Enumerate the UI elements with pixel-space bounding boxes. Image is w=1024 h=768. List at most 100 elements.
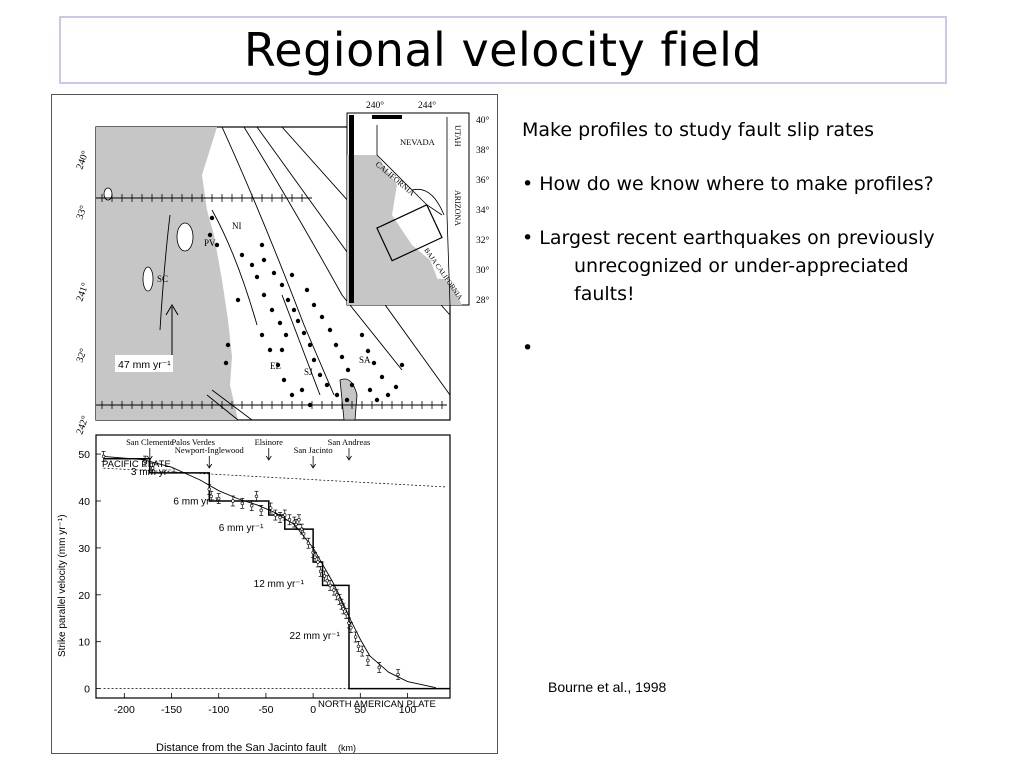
gps-station [345,367,351,373]
fault-marker-head [206,463,213,469]
observation-point [150,466,155,470]
lat-label-32: 32° [74,347,89,364]
observation-point [143,459,147,463]
smooth-model-line [103,455,436,689]
inset-state-arizona: ARIZONA [453,190,462,226]
gps-station [327,327,333,333]
gps-station [249,262,255,268]
gps-station [371,360,377,366]
inset-lat-label: 36° [476,175,490,186]
observation-point [283,513,287,517]
observation-point [328,583,332,588]
inset-gulf [427,278,462,305]
figure-svg: 47 mm yr⁻¹ NI PV SC EL SJ SA 240° 33° 24… [57,100,490,754]
observation-point [231,499,235,503]
bullet-empty: • [522,337,534,359]
gps-station [285,297,291,303]
rate-label: 6 mm yr⁻¹ [173,497,218,508]
fault-label: San Jacinto [294,445,333,455]
fault-line [243,126,403,371]
bullet-list: Make profiles to study fault slip rates … [522,116,1002,362]
fault-line [281,294,321,396]
y-tick-label: 30 [78,543,90,555]
gps-station [283,332,289,338]
inset-ocean [347,155,450,305]
fault-line [221,126,335,396]
bullet-earthquakes-cont: unrecognized or under-appreciated [574,255,909,277]
gps-station [349,382,355,388]
gps-station [207,232,213,238]
plate-label-pacific: PACIFIC PLATE [102,459,171,470]
gps-station [333,342,339,348]
fault-line [211,209,258,326]
gps-station [307,342,313,348]
inset-lon-244: 244° [418,100,436,111]
observation-point [316,560,320,564]
gps-station [259,242,265,248]
gps-station [239,252,245,258]
lon-label-242: 242° [74,414,91,436]
gps-stations [207,215,405,408]
fault-label: Elsinore [255,437,284,447]
plate-label-north-american: NORTH AMERICAN PLATE [318,699,436,710]
rate-label: 12 mm yr⁻¹ [254,579,305,590]
inset-lat-label: 30° [476,265,490,276]
x-tick-label: -150 [161,704,182,716]
inset-lat-label: 34° [476,205,490,216]
bullet-intro: Make profiles to study fault slip rates [522,119,875,141]
fault-label: Palos Verdes [171,437,215,447]
inset-state-nevada: NEVADA [400,137,436,147]
gps-station [291,307,297,313]
y-tick-label: 0 [84,684,90,696]
observation-point [278,515,282,520]
island [176,222,194,252]
inset-lat-label: 32° [476,235,490,246]
ocean-area [96,127,238,420]
gps-station [289,272,295,278]
inset-panel: NEVADA UTAH CALIFORNIA ARIZONA BAJA CALI… [346,100,490,306]
chart-marks: 3 mm yr⁻¹ 6 mm yr⁻¹ 6 mm yr⁻¹ 12 mm yr⁻¹ 22 … [101,451,450,690]
observation-point [254,494,259,498]
gps-station [385,392,391,398]
inset-border [376,125,443,216]
island [142,266,154,292]
fault-marker-head [310,463,316,469]
gps-station [261,257,267,263]
inset-lat-labels: 40° 38° 36° 34° 32° 30° 28° [476,115,490,306]
gps-station [374,397,380,403]
y-tick-label: 50 [78,449,90,461]
gps-station [319,314,325,320]
fault-line [159,214,171,331]
place-label-sc: SC [157,274,168,284]
gps-station [344,397,350,403]
observation-point [292,520,296,524]
bullet-earthquakes-end: faults! [574,283,635,305]
rate-label: 6 mm yr⁻¹ [219,523,264,534]
observation-point [318,569,323,574]
figure-frame: 47 mm yr⁻¹ NI PV SC EL SJ SA 240° 33° 24… [51,94,498,754]
place-label-sa: SA [359,355,371,365]
inset-top-bar [372,115,402,119]
gps-station [324,382,330,388]
lon-label-240: 240° [74,149,91,171]
x-tick-label: 50 [354,704,366,716]
step-model-line [103,458,450,690]
observation-point [377,665,381,670]
gps-station [334,392,340,398]
gps-station [279,347,285,353]
chart-axes: -200 -150 -100 -50 0 50 100 0 10 20 30 40 50 [78,449,416,716]
bullet-profiles: • How do we know where to make profiles? [522,173,934,195]
x-axis-unit: (km) [338,743,356,753]
slide-title: Regional velocity field [243,23,763,77]
gps-station [295,318,301,324]
x-tick-label: -100 [208,704,229,716]
gps-station [311,302,317,308]
place-label-pv: PV [204,238,216,248]
inset-study-box [376,204,443,262]
lon-label-241: 241° [74,281,91,303]
observation-point [306,541,311,545]
observation-point [207,487,211,491]
y-tick-label: 10 [78,637,90,649]
observation-point [209,494,213,498]
